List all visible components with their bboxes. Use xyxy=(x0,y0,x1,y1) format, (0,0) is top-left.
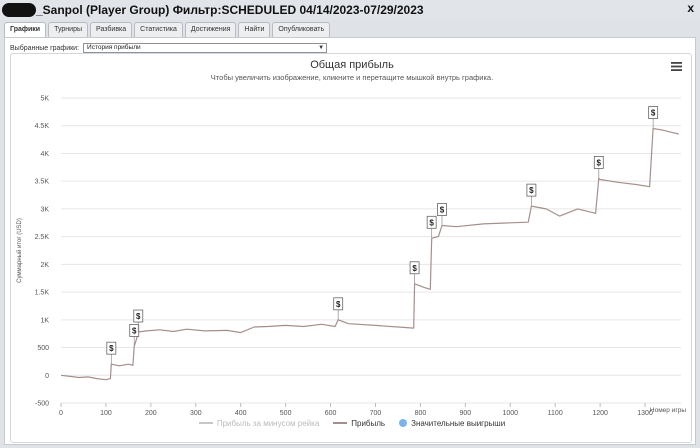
chart-container[interactable]: Общая прибыль Чтобы увеличить изображени… xyxy=(10,53,692,443)
tab-graphs[interactable]: Графики xyxy=(4,22,47,37)
y-tick-label: 3K xyxy=(40,206,49,213)
big-win-flag-label: $ xyxy=(597,158,602,167)
window-title: _Sanpol (Player Group) Фильтр:SCHEDULED … xyxy=(36,3,424,17)
chart-selector-label: Выбранные графики: xyxy=(10,44,80,52)
close-icon[interactable]: x xyxy=(687,1,694,15)
x-tick-label: 200 xyxy=(145,410,157,417)
big-win-marker: $ xyxy=(129,324,140,347)
big-win-flag-label: $ xyxy=(109,344,114,353)
tab-publish[interactable]: Опубликовать xyxy=(272,22,331,37)
big-win-marker: $ xyxy=(106,341,117,365)
big-win-markers: $ $ $ $ $ $ $ $ $ $ xyxy=(106,106,659,365)
tab-statistics[interactable]: Статистика xyxy=(134,22,183,37)
big-win-flag-label: $ xyxy=(132,326,137,335)
big-win-marker: $ xyxy=(333,297,344,320)
big-win-flag xyxy=(593,156,604,169)
big-win-flag-label: $ xyxy=(336,300,341,309)
chart-selector-row: Выбранные графики: История прибыли ▼ xyxy=(10,42,328,54)
x-tick-label: 900 xyxy=(460,410,472,417)
x-axis-ticks: 0 100 200 300 400 500 600 700 800 900 1000 1100 1200… xyxy=(59,403,653,417)
tab-content-panel: Выбранные графики: История прибыли ▼ Общ… xyxy=(4,37,696,445)
legend-big-wins-dot-icon xyxy=(399,419,408,427)
y-tick-label: 4.5K xyxy=(35,123,50,130)
hamburger-menu-icon[interactable] xyxy=(671,62,682,71)
big-win-flag-label: $ xyxy=(529,186,534,195)
x-axis-label: Номер игры xyxy=(650,407,686,414)
big-win-marker: $ xyxy=(133,309,144,333)
big-win-flag xyxy=(106,341,117,355)
x-tick-label: 1100 xyxy=(548,410,563,417)
y-tick-label: 2K xyxy=(40,262,49,269)
x-tick-label: 1200 xyxy=(592,410,608,417)
chart-legend: Прибыль за минусом рейка Прибыль Значите… xyxy=(11,417,693,429)
y-tick-label: -500 xyxy=(35,401,49,408)
y-tick-label: 3.5K xyxy=(35,179,50,186)
legend-item-profit[interactable]: Прибыль xyxy=(333,419,385,428)
legend-allin-label: Прибыль за минусом рейка xyxy=(216,418,320,428)
big-win-marker: $ xyxy=(593,156,604,179)
big-win-marker: $ xyxy=(409,261,420,284)
big-win-flag xyxy=(437,203,447,216)
profit-chart[interactable]: Общая прибыль Чтобы увеличить изображени… xyxy=(11,54,693,444)
y-tick-label: 1K xyxy=(40,317,49,324)
big-win-flag xyxy=(409,261,420,275)
chart-grid xyxy=(61,97,681,404)
x-tick-label: 700 xyxy=(370,410,382,417)
tab-find[interactable]: Найти xyxy=(238,22,271,37)
tab-achievements[interactable]: Достижения xyxy=(184,22,237,37)
y-axis-label: Суммарный итог (USD) xyxy=(16,218,23,283)
legend-item-allin-profit[interactable]: Прибыль за минусом рейка xyxy=(198,418,320,428)
big-win-flag xyxy=(648,106,659,119)
profit-series-line xyxy=(60,127,679,381)
tab-tournaments[interactable]: Турниры xyxy=(48,22,89,37)
big-win-marker: $ xyxy=(526,183,537,207)
y-tick-label: 0 xyxy=(45,373,49,380)
big-win-flag-label: $ xyxy=(412,264,417,273)
big-win-flag xyxy=(129,324,140,337)
y-tick-label: 1.5K xyxy=(35,290,50,297)
chart-select-value: История прибыли xyxy=(87,44,141,51)
legend-big-wins-label: Значительные выигрыши xyxy=(411,418,506,428)
legend-item-big-wins[interactable]: Значительные выигрыши xyxy=(399,419,505,428)
big-win-marker: $ xyxy=(648,106,659,129)
y-tick-label: 2.5K xyxy=(35,234,50,241)
legend-profit-line-icon xyxy=(333,422,348,424)
x-tick-label: 500 xyxy=(280,410,292,417)
x-tick-label: 0 xyxy=(59,410,63,417)
big-win-marker: $ xyxy=(437,203,447,226)
big-win-flag-label: $ xyxy=(651,109,656,118)
big-win-flag xyxy=(526,183,537,197)
chevron-down-icon: ▼ xyxy=(318,45,325,51)
legend-profit-label: Прибыль xyxy=(351,418,386,428)
tab-bar: Графики Турниры Разбивка Статистика Дост… xyxy=(4,22,331,37)
big-win-marker: $ xyxy=(426,215,437,239)
chart-select-dropdown[interactable]: История прибыли ▼ xyxy=(83,43,328,53)
x-tick-label: 1300 xyxy=(637,410,653,417)
chart-subtitle: Чтобы увеличить изображение, кликните и … xyxy=(211,73,493,82)
legend-allin-line-icon xyxy=(198,422,213,424)
y-tick-label: 500 xyxy=(37,345,49,352)
big-win-flag xyxy=(133,309,144,323)
big-win-flag xyxy=(333,297,344,311)
big-win-flag xyxy=(426,215,437,229)
big-win-flag-label: $ xyxy=(136,312,141,321)
x-tick-label: 800 xyxy=(415,410,427,417)
big-win-flag-label: $ xyxy=(429,218,434,227)
x-tick-label: 100 xyxy=(100,410,112,417)
series-layer xyxy=(60,127,679,381)
big-win-flag-label: $ xyxy=(440,206,445,215)
tab-breakdown[interactable]: Разбивка xyxy=(90,22,133,37)
y-axis-ticks: -500 0 500 1K 1.5K 2K 2.5K 3K 3.5K 4K 4.5K 5K xyxy=(35,96,50,408)
x-tick-label: 300 xyxy=(190,410,202,417)
x-tick-label: 600 xyxy=(325,410,337,417)
x-tick-label: 1000 xyxy=(502,410,518,417)
y-tick-label: 5K xyxy=(40,96,49,103)
y-tick-label: 4K xyxy=(40,151,49,158)
chart-title: Общая прибыль xyxy=(310,59,394,71)
title-bar: _Sanpol (Player Group) Фильтр:SCHEDULED … xyxy=(0,0,700,20)
redacted-name-mask xyxy=(2,3,36,17)
x-tick-label: 400 xyxy=(235,410,247,417)
